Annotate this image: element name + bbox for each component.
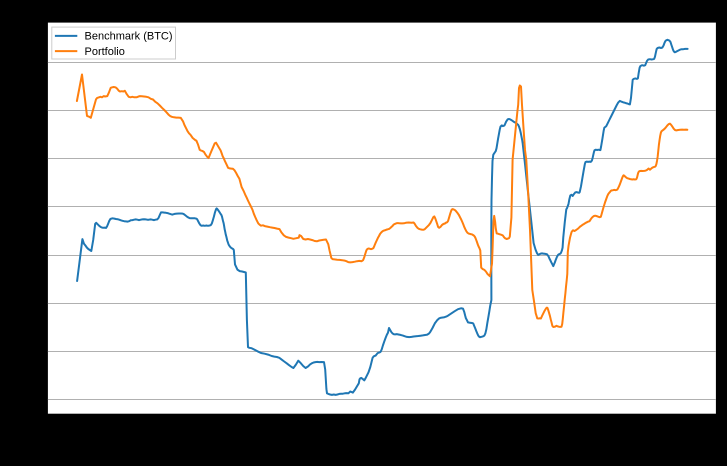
svg-text:Benchmark (BTC): Benchmark (BTC) <box>85 31 173 43</box>
svg-text:Portfolio: Portfolio <box>85 46 125 58</box>
